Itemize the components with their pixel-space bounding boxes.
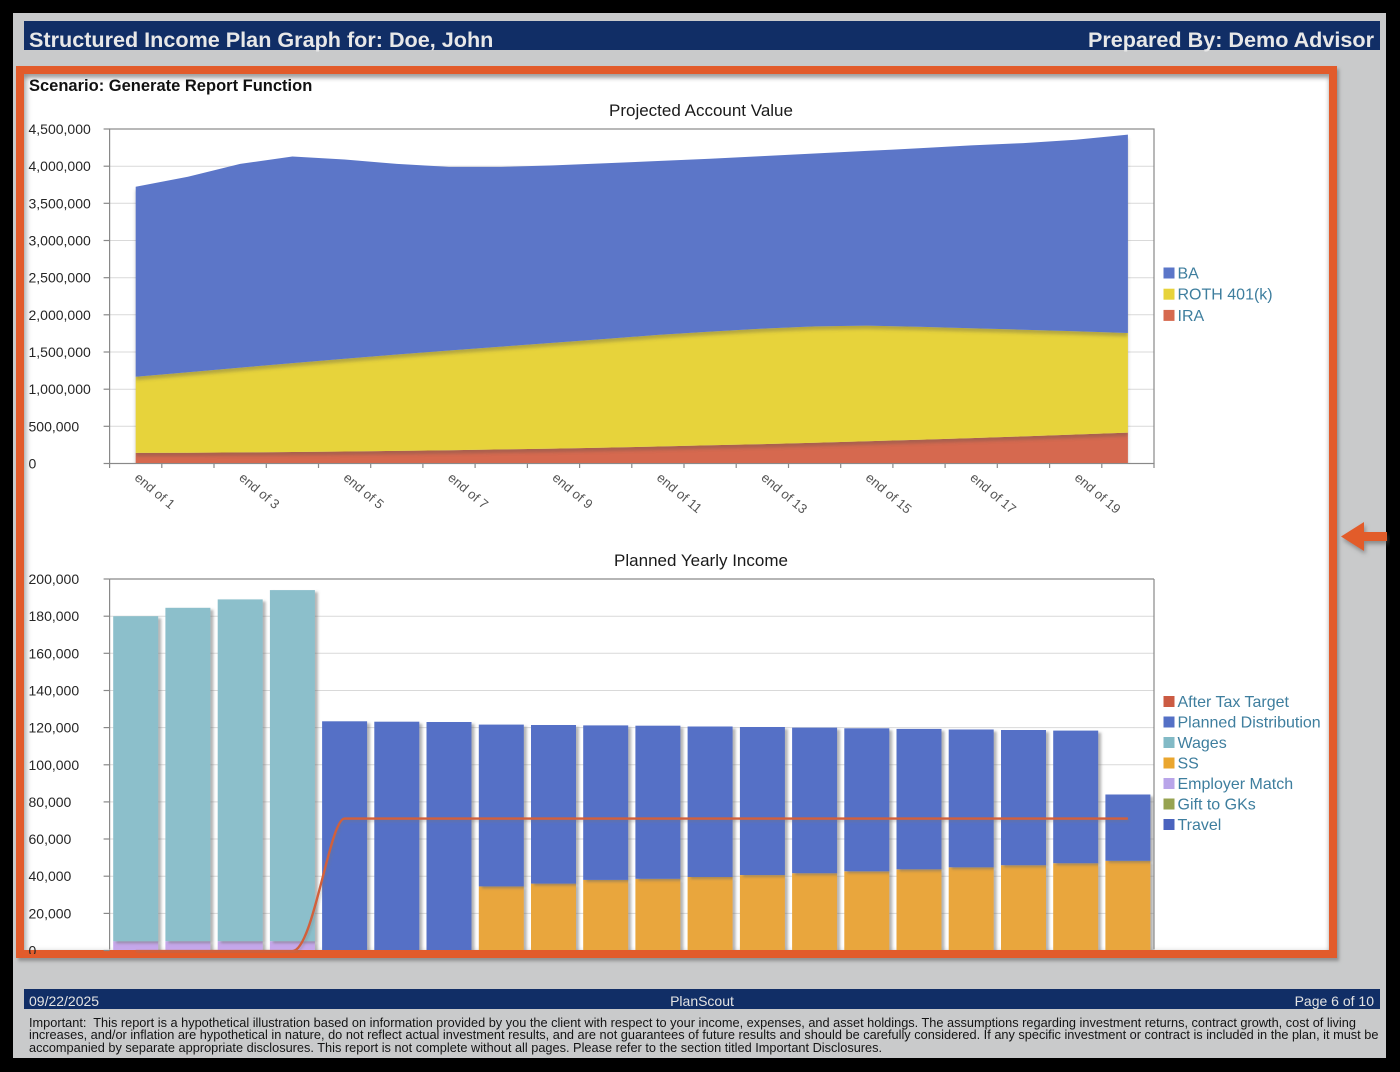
svg-text:200,000: 200,000 [29, 571, 80, 587]
svg-text:end of 11: end of 11 [654, 470, 705, 516]
svg-text:end of 7: end of 7 [445, 470, 491, 512]
svg-text:After Tax Target: After Tax Target [1178, 694, 1290, 711]
svg-text:Gift to GKs: Gift to GKs [1178, 797, 1256, 814]
svg-text:180,000: 180,000 [29, 608, 80, 624]
svg-text:end of 5: end of 5 [341, 470, 387, 512]
svg-text:3,000,000: 3,000,000 [29, 233, 91, 249]
svg-text:0: 0 [29, 456, 37, 472]
svg-text:80,000: 80,000 [29, 794, 72, 810]
svg-text:120,000: 120,000 [29, 720, 80, 736]
svg-text:ROTH 401(k): ROTH 401(k) [1178, 287, 1273, 304]
svg-text:Employer Match: Employer Match [1178, 776, 1294, 793]
svg-text:Planned Yearly Income: Planned Yearly Income [614, 551, 788, 570]
svg-text:Projected Account Value: Projected Account Value [609, 101, 793, 120]
svg-text:1,500,000: 1,500,000 [29, 344, 91, 360]
svg-text:end of 1: end of 1 [132, 470, 178, 512]
svg-text:IRA: IRA [1178, 308, 1205, 325]
svg-text:100,000: 100,000 [29, 757, 80, 773]
svg-text:BA: BA [1178, 266, 1200, 283]
svg-text:60,000: 60,000 [29, 831, 72, 847]
svg-text:4,500,000: 4,500,000 [29, 121, 91, 137]
svg-text:3,500,000: 3,500,000 [29, 195, 91, 211]
svg-text:end of 9: end of 9 [550, 470, 596, 512]
svg-text:40,000: 40,000 [29, 868, 72, 884]
svg-text:1,000,000: 1,000,000 [29, 381, 91, 397]
svg-text:end of 13: end of 13 [758, 470, 810, 517]
svg-text:Planned Distribution: Planned Distribution [1178, 715, 1321, 732]
svg-text:2,500,000: 2,500,000 [29, 270, 91, 286]
svg-text:140,000: 140,000 [29, 683, 80, 699]
svg-text:SS: SS [1178, 756, 1199, 773]
svg-text:Travel: Travel [1178, 817, 1222, 834]
svg-text:2,000,000: 2,000,000 [29, 307, 91, 323]
svg-text:4,000,000: 4,000,000 [29, 158, 91, 174]
svg-text:end of 3: end of 3 [236, 470, 282, 512]
svg-text:end of 17: end of 17 [967, 470, 1019, 517]
svg-text:end of 15: end of 15 [863, 470, 915, 517]
svg-text:end of 19: end of 19 [1072, 470, 1124, 517]
svg-text:0: 0 [29, 943, 37, 955]
svg-text:Wages: Wages [1178, 735, 1227, 752]
svg-text:20,000: 20,000 [29, 905, 72, 921]
svg-text:500,000: 500,000 [29, 418, 80, 434]
svg-text:160,000: 160,000 [29, 645, 80, 661]
